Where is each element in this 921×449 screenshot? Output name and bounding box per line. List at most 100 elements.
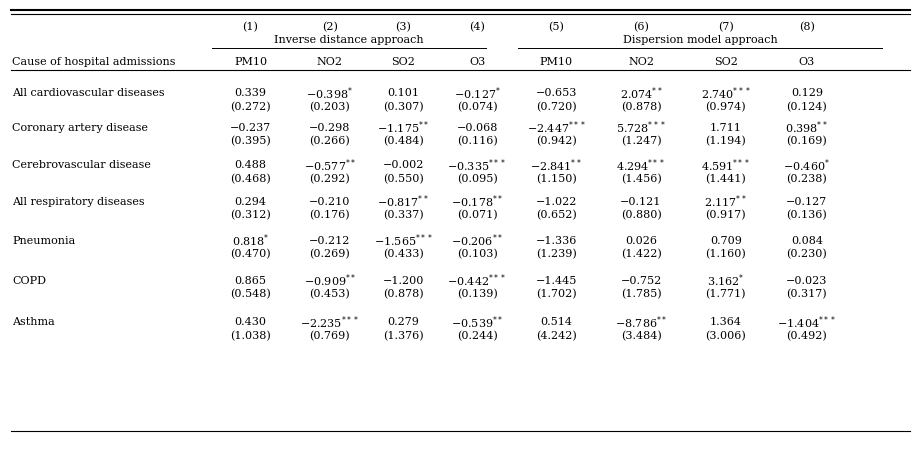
Text: (1.702): (1.702) (536, 290, 577, 299)
Text: −0.442$^{***}$: −0.442$^{***}$ (448, 273, 507, 289)
Text: (0.071): (0.071) (457, 211, 497, 220)
Text: (2): (2) (321, 22, 338, 32)
Text: 0.398$^{**}$: 0.398$^{**}$ (786, 120, 828, 136)
Text: −1.404$^{***}$: −1.404$^{***}$ (777, 314, 836, 330)
Text: SO2: SO2 (714, 57, 738, 66)
Text: (0.307): (0.307) (383, 102, 424, 112)
Text: (0.470): (0.470) (230, 249, 271, 259)
Text: O3: O3 (469, 57, 485, 66)
Text: −1.445: −1.445 (536, 276, 577, 286)
Text: −0.178$^{**}$: −0.178$^{**}$ (451, 194, 503, 210)
Text: −0.752: −0.752 (621, 276, 661, 286)
Text: (0.878): (0.878) (383, 290, 424, 299)
Text: (1.785): (1.785) (621, 290, 661, 299)
Text: 0.026: 0.026 (625, 236, 657, 246)
Text: −0.298: −0.298 (309, 123, 350, 133)
Text: (0.176): (0.176) (309, 211, 350, 220)
Text: (0.492): (0.492) (787, 331, 827, 341)
Text: −2.447$^{***}$: −2.447$^{***}$ (527, 120, 586, 136)
Text: −0.539$^{**}$: −0.539$^{**}$ (451, 314, 503, 330)
Text: (0.453): (0.453) (309, 290, 350, 299)
Text: −0.653: −0.653 (536, 88, 577, 98)
Text: (0.272): (0.272) (230, 102, 271, 112)
Text: (1.422): (1.422) (621, 249, 661, 259)
Text: −0.212: −0.212 (309, 236, 350, 246)
Text: (0.769): (0.769) (309, 331, 350, 341)
Text: 0.865: 0.865 (235, 276, 266, 286)
Text: (1.456): (1.456) (621, 174, 661, 184)
Text: Coronary artery disease: Coronary artery disease (12, 123, 148, 133)
Text: 0.279: 0.279 (388, 317, 419, 327)
Text: 3.162$^{*}$: 3.162$^{*}$ (707, 273, 744, 289)
Text: PM10: PM10 (540, 57, 573, 66)
Text: 0.294: 0.294 (235, 197, 266, 207)
Text: −0.068: −0.068 (457, 123, 497, 133)
Text: (0.720): (0.720) (536, 102, 577, 112)
Text: −0.023: −0.023 (787, 276, 827, 286)
Text: (0.652): (0.652) (536, 211, 577, 220)
Text: (0.230): (0.230) (787, 249, 827, 259)
Text: 0.818$^{*}$: 0.818$^{*}$ (232, 233, 269, 249)
Text: 0.339: 0.339 (235, 88, 266, 98)
Text: 4.591$^{***}$: 4.591$^{***}$ (701, 157, 751, 173)
Text: −1.022: −1.022 (536, 197, 577, 207)
Text: SO2: SO2 (391, 57, 415, 66)
Text: 0.129: 0.129 (791, 88, 822, 98)
Text: (0.124): (0.124) (787, 102, 827, 112)
Text: (3): (3) (395, 22, 412, 32)
Text: All cardiovascular diseases: All cardiovascular diseases (12, 88, 165, 98)
Text: 4.294$^{***}$: 4.294$^{***}$ (616, 157, 666, 173)
Text: (0.244): (0.244) (457, 331, 497, 341)
Text: −8.786$^{**}$: −8.786$^{**}$ (615, 314, 667, 330)
Text: −0.460$^{*}$: −0.460$^{*}$ (784, 157, 830, 173)
Text: (1.247): (1.247) (621, 136, 661, 146)
Text: (0.317): (0.317) (787, 290, 827, 299)
Text: −0.909$^{**}$: −0.909$^{**}$ (304, 273, 356, 289)
Text: −2.841$^{**}$: −2.841$^{**}$ (530, 157, 582, 173)
Text: (0.484): (0.484) (383, 136, 424, 146)
Text: −0.121: −0.121 (621, 197, 661, 207)
Text: −0.206$^{**}$: −0.206$^{**}$ (451, 233, 503, 249)
Text: (1.038): (1.038) (230, 331, 271, 341)
Text: (0.550): (0.550) (383, 174, 424, 184)
Text: (1.239): (1.239) (536, 249, 577, 259)
Text: (6): (6) (633, 22, 649, 32)
Text: 5.728$^{***}$: 5.728$^{***}$ (616, 120, 666, 136)
Text: 0.101: 0.101 (388, 88, 419, 98)
Text: 1.711: 1.711 (710, 123, 741, 133)
Text: Dispersion model approach: Dispersion model approach (623, 35, 777, 45)
Text: NO2: NO2 (628, 57, 654, 66)
Text: −0.127$^{*}$: −0.127$^{*}$ (454, 85, 500, 101)
Text: (0.468): (0.468) (230, 174, 271, 184)
Text: Cerebrovascular disease: Cerebrovascular disease (12, 160, 151, 170)
Text: (3.006): (3.006) (705, 331, 746, 341)
Text: NO2: NO2 (317, 57, 343, 66)
Text: 1.364: 1.364 (710, 317, 741, 327)
Text: Cause of hospital admissions: Cause of hospital admissions (12, 57, 176, 66)
Text: −0.127: −0.127 (787, 197, 827, 207)
Text: All respiratory diseases: All respiratory diseases (12, 197, 145, 207)
Text: (0.238): (0.238) (787, 174, 827, 184)
Text: (1.150): (1.150) (536, 174, 577, 184)
Text: −0.398$^{*}$: −0.398$^{*}$ (307, 85, 353, 101)
Text: (3.484): (3.484) (621, 331, 661, 341)
Text: −1.200: −1.200 (383, 276, 424, 286)
Text: (1.194): (1.194) (705, 136, 746, 146)
Text: 0.488: 0.488 (235, 160, 266, 170)
Text: (1.376): (1.376) (383, 331, 424, 341)
Text: (8): (8) (799, 22, 815, 32)
Text: (0.312): (0.312) (230, 211, 271, 220)
Text: (0.203): (0.203) (309, 102, 350, 112)
Text: (0.880): (0.880) (621, 211, 661, 220)
Text: Asthma: Asthma (12, 317, 54, 327)
Text: (0.974): (0.974) (705, 102, 746, 112)
Text: −0.210: −0.210 (309, 197, 350, 207)
Text: (0.269): (0.269) (309, 249, 350, 259)
Text: (0.433): (0.433) (383, 249, 424, 259)
Text: (4.242): (4.242) (536, 331, 577, 341)
Text: (0.103): (0.103) (457, 249, 497, 259)
Text: (1.160): (1.160) (705, 249, 746, 259)
Text: (0.878): (0.878) (621, 102, 661, 112)
Text: (1): (1) (242, 22, 259, 32)
Text: (7): (7) (717, 22, 734, 32)
